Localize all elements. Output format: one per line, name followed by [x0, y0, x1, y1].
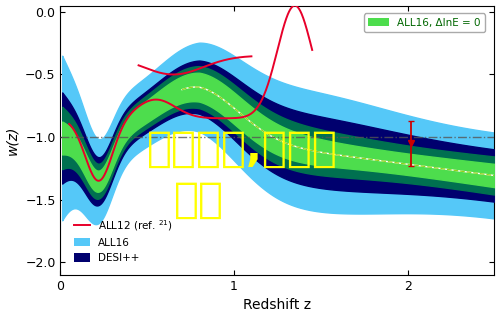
Text: 天文科普,天文科: 天文科普,天文科: [148, 128, 338, 169]
Legend: ALL16, ΔlnE = 0: ALL16, ΔlnE = 0: [364, 13, 485, 32]
X-axis label: Redshift z: Redshift z: [244, 299, 312, 313]
Y-axis label: w(z): w(z): [6, 126, 20, 155]
Text: 普，: 普，: [174, 179, 224, 221]
